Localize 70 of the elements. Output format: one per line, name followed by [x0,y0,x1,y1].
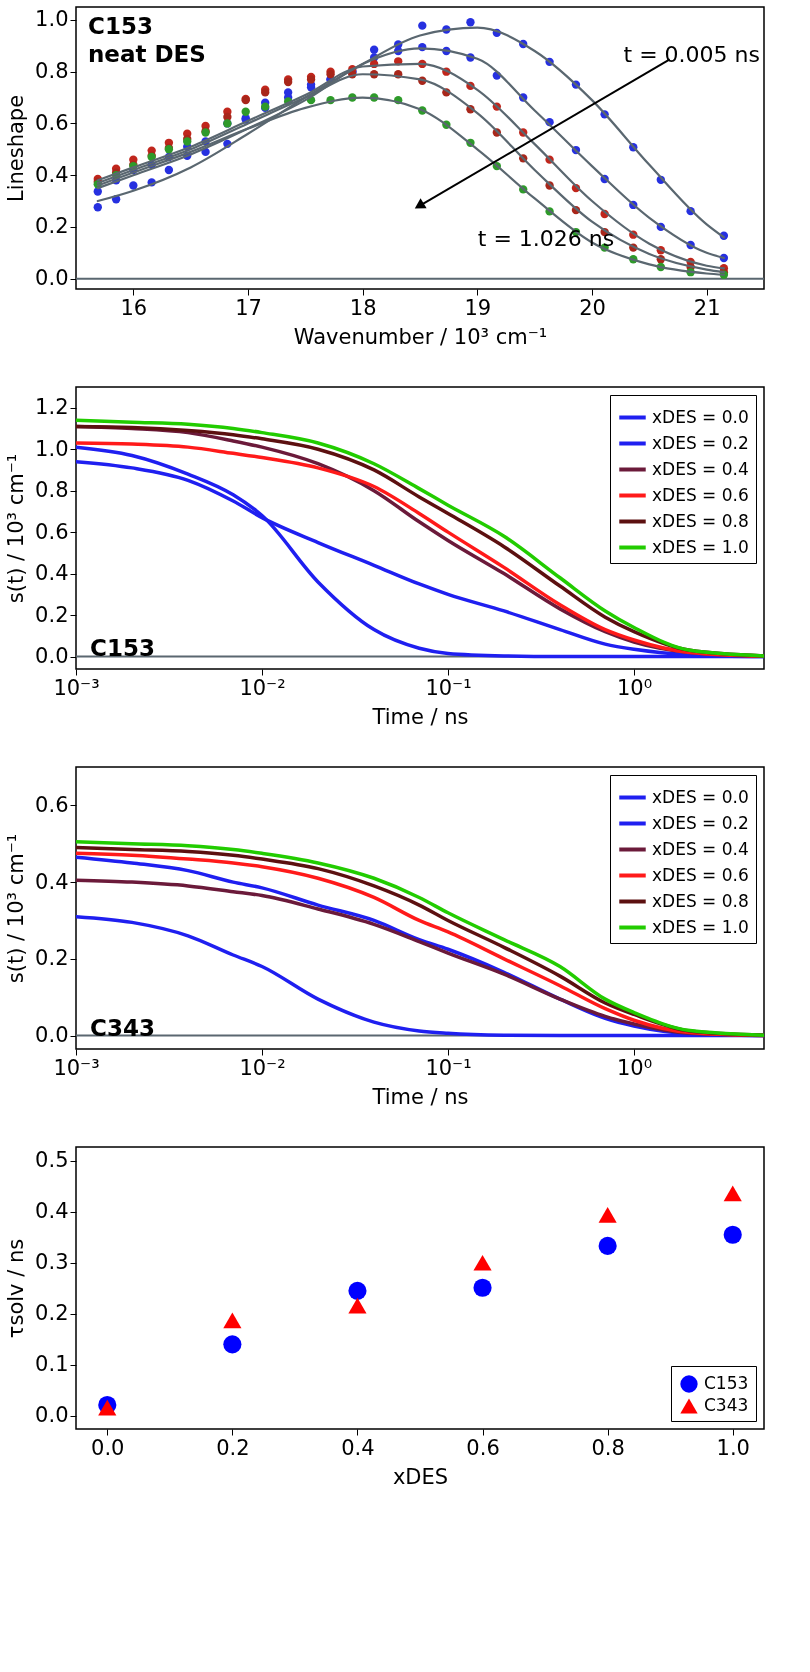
x-tick-label: 19 [464,295,492,320]
y-axis-title: Lineshape [4,94,29,203]
legend-label: xDES = 0.8 [652,890,749,911]
x-tick-label: 10⁻² [239,675,286,700]
x-tick-label: 21 [693,295,721,320]
legend-label: C343 [704,1395,749,1415]
y-tick-label: 0.0 [35,644,69,669]
y-tick-label: 0.4 [35,561,69,586]
y-tick-label: 0.0 [35,1023,69,1048]
annotation: t = 0.005 ns [623,42,760,67]
legend-label: xDES = 1.0 [652,916,749,937]
y-axis-title: s(t) / 10³ cm⁻¹ [4,453,29,604]
y-tick-label: 0.2 [35,1301,69,1326]
legend-label: xDES = 0.0 [652,406,749,427]
y-tick-label: 0.2 [35,946,69,971]
legend-label: xDES = 0.4 [652,838,749,859]
x-axis-title: xDES [392,1464,449,1489]
x-tick-label: 10⁻³ [53,1055,100,1080]
x-tick-label: 20 [579,295,606,320]
x-tick-label: 10⁻¹ [425,675,472,700]
y-tick-label: 0.6 [35,792,69,817]
x-axis-title: Wavenumber / 10³ cm⁻¹ [293,324,548,349]
y-axis-title: s(t) / 10³ cm⁻¹ [4,833,29,984]
y-tick-label: 0.0 [35,266,69,291]
annotation: C343 [90,1015,155,1041]
x-tick-label: 0.2 [216,1435,250,1460]
legend-label: xDES = 0.0 [652,786,749,807]
x-tick-label: 0.4 [341,1435,375,1460]
y-tick-label: 0.6 [35,110,69,135]
x-tick-label: 18 [349,295,377,320]
legend-label: xDES = 0.8 [652,510,749,531]
x-tick-label: 10⁰ [616,1055,653,1080]
y-tick-label: 0.1 [35,1352,69,1377]
x-tick-label: 10⁻² [239,1055,286,1080]
annotation: neat DES [88,41,206,67]
annotation: C153 [88,13,153,39]
legend-label: xDES = 0.6 [652,864,749,885]
x-tick-label: 10⁻¹ [425,1055,472,1080]
x-tick-label: 1.0 [716,1435,750,1460]
x-axis-title: Time / ns [371,704,469,729]
x-tick-label: 0.0 [91,1435,125,1460]
y-tick-label: 1.0 [35,7,69,32]
y-tick-label: 0.2 [35,214,69,239]
y-tick-label: 0.4 [35,162,69,187]
y-tick-label: 1.0 [35,436,69,461]
y-tick-label: 0.8 [35,478,69,503]
legend-label: C153 [704,1373,749,1393]
x-tick-label: 17 [235,295,262,320]
y-tick-label: 1.2 [35,395,69,420]
x-tick-label: 10⁰ [616,675,653,700]
legend-label: xDES = 0.2 [652,812,749,833]
x-tick-label: 0.8 [591,1435,625,1460]
y-tick-label: 0.5 [35,1148,69,1173]
annotation: C153 [90,635,155,661]
legend-label: xDES = 0.2 [652,432,749,453]
y-tick-label: 0.4 [35,1199,69,1224]
legend-label: xDES = 0.6 [652,484,749,505]
y-axis-title: τsolv / ns [4,1238,29,1339]
legend-label: xDES = 1.0 [652,536,749,557]
x-tick-label: 0.6 [466,1435,500,1460]
y-tick-label: 0.6 [35,519,69,544]
x-tick-label: 16 [120,295,148,320]
x-tick-label: 10⁻³ [53,675,100,700]
y-tick-label: 0.0 [35,1403,69,1428]
x-axis-title: Time / ns [371,1084,469,1109]
legend-label: xDES = 0.4 [652,458,749,479]
y-tick-label: 0.3 [35,1250,69,1275]
y-tick-label: 0.2 [35,602,69,627]
y-tick-label: 0.4 [35,869,69,894]
y-tick-label: 0.8 [35,59,69,84]
